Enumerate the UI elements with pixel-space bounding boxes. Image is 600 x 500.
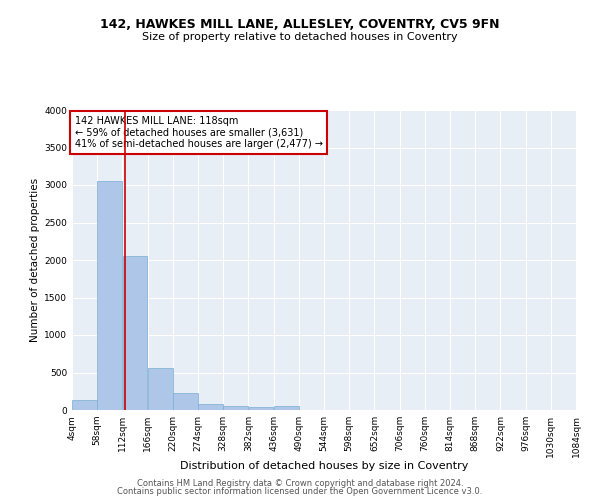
X-axis label: Distribution of detached houses by size in Coventry: Distribution of detached houses by size … [180, 461, 468, 471]
Bar [72, 400, 97, 410]
Bar [248, 408, 274, 410]
Text: Size of property relative to detached houses in Coventry: Size of property relative to detached ho… [142, 32, 458, 42]
Bar [173, 393, 198, 410]
Text: 142, HAWKES MILL LANE, ALLESLEY, COVENTRY, CV5 9FN: 142, HAWKES MILL LANE, ALLESLEY, COVENTR… [100, 18, 500, 30]
Bar [122, 256, 148, 410]
Bar [223, 406, 248, 410]
Bar [148, 368, 173, 410]
Bar [198, 404, 223, 410]
Text: Contains public sector information licensed under the Open Government Licence v3: Contains public sector information licen… [118, 487, 482, 496]
Bar [274, 406, 299, 410]
Bar [97, 180, 122, 410]
Text: Contains HM Land Registry data © Crown copyright and database right 2024.: Contains HM Land Registry data © Crown c… [137, 478, 463, 488]
Text: 142 HAWKES MILL LANE: 118sqm
← 59% of detached houses are smaller (3,631)
41% of: 142 HAWKES MILL LANE: 118sqm ← 59% of de… [74, 116, 323, 149]
Y-axis label: Number of detached properties: Number of detached properties [30, 178, 40, 342]
